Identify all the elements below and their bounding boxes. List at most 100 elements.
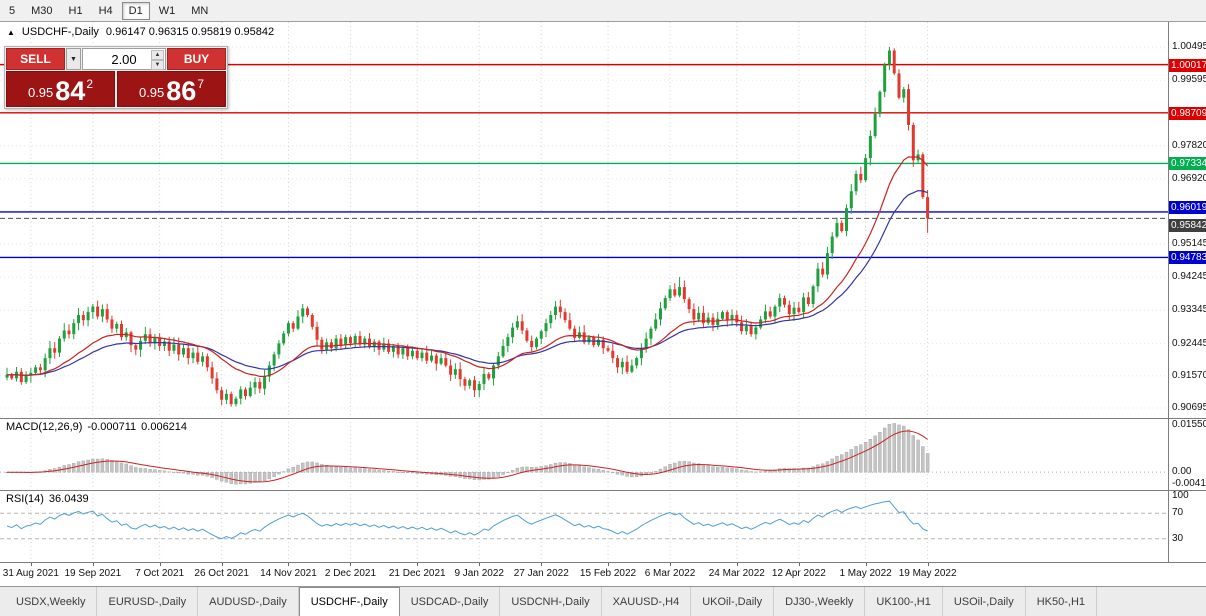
price-tag: 0.97334 xyxy=(1169,157,1206,171)
date-tick xyxy=(608,563,610,566)
date-label: 27 Jan 2022 xyxy=(513,568,569,579)
symbol-name: USDCHF-,Daily xyxy=(21,26,99,38)
date-tick xyxy=(288,563,290,566)
date-label: 31 Aug 2021 xyxy=(2,568,59,579)
price-axis-label: 0.94245 xyxy=(1172,271,1206,283)
buy-button[interactable]: BUY xyxy=(167,48,226,70)
timeframe-button-mn[interactable]: MN xyxy=(184,2,215,20)
date-tick xyxy=(30,563,32,566)
macd-title-text: MACD(12,26,9) xyxy=(6,421,83,433)
symbol-marker-icon[interactable]: ▲ xyxy=(7,27,15,37)
price-tag: 1.00017 xyxy=(1169,58,1206,72)
pane-separator[interactable] xyxy=(0,490,1206,491)
price-axis-label: 1.00495 xyxy=(1172,41,1206,52)
rsi-value: 36.0439 xyxy=(48,493,89,505)
macd-main-value: -0.000711 xyxy=(87,421,137,433)
pane-separator[interactable] xyxy=(0,418,1206,419)
chart-tab-usdcad-daily[interactable]: USDCAD-,Daily xyxy=(400,587,501,616)
date-label: 24 Mar 2022 xyxy=(708,568,765,579)
volume-field[interactable]: 2.00 ▲ ▼ xyxy=(82,48,166,70)
date-label: 15 Feb 2022 xyxy=(579,568,637,579)
price-axis-label: 0.92445 xyxy=(1172,337,1206,349)
buy-price-sup: 7 xyxy=(197,77,205,91)
buy-price-big: 86 xyxy=(166,76,197,106)
chevron-down-icon: ▼ xyxy=(70,55,77,63)
macd-indicator-pane[interactable] xyxy=(0,418,1168,490)
chart-tab-eurusd-daily[interactable]: EURUSD-,Daily xyxy=(97,587,199,616)
date-tick xyxy=(927,563,929,566)
date-label: 12 Apr 2022 xyxy=(771,568,826,579)
chart-tabs-bar: USDX,Weekly EURUSD-,Daily AUDUSD-,Daily USD… xyxy=(0,586,1206,616)
rsi-axis: 100 70 30 xyxy=(1169,490,1206,562)
timeframe-button-w1[interactable]: W1 xyxy=(152,2,183,20)
price-tag: 0.98709 xyxy=(1169,106,1206,120)
spin-down-icon[interactable]: ▼ xyxy=(151,60,164,70)
rsi-axis-label: 30 xyxy=(1172,532,1184,544)
macd-signal-value: 0.006214 xyxy=(141,421,188,433)
volume-stepper[interactable]: ▲ ▼ xyxy=(151,50,164,70)
date-label: 9 Jan 2022 xyxy=(454,568,504,579)
date-label: 26 Oct 2021 xyxy=(194,568,249,579)
date-label: 21 Dec 2021 xyxy=(388,568,446,579)
macd-axis-label: 0.00 xyxy=(1172,466,1192,478)
date-label: 19 May 2022 xyxy=(898,568,957,579)
date-tick xyxy=(479,563,481,566)
chart-tab-usdcnh-daily[interactable]: USDCNH-,Daily xyxy=(500,587,602,616)
rsi-axis-label: 70 xyxy=(1172,507,1184,519)
sell-price-prefix: 0.95 xyxy=(27,85,54,100)
volume-value: 2.00 xyxy=(111,51,137,67)
volume-dropdown-button[interactable]: ▼ xyxy=(66,48,81,70)
price-axis-label: 0.99595 xyxy=(1172,74,1206,86)
date-label: 1 May 2022 xyxy=(839,568,892,579)
date-tick xyxy=(92,563,94,566)
pane-separator xyxy=(0,562,1206,563)
rsi-title-text: RSI(14) xyxy=(6,493,44,505)
chart-tab-usoil-daily[interactable]: USOil-,Daily xyxy=(943,587,1026,616)
chart-tab-audusd-daily[interactable]: AUDUSD-,Daily xyxy=(198,587,299,616)
chart-tab-xauusd-h4[interactable]: XAUUSD-,H4 xyxy=(602,587,692,616)
price-axis-label: 0.91570 xyxy=(1172,369,1206,381)
date-tick xyxy=(541,563,543,566)
date-tick xyxy=(736,563,738,566)
timeframe-button-m30[interactable]: M30 xyxy=(24,2,59,20)
date-label: 19 Sep 2021 xyxy=(64,568,122,579)
one-click-trading-panel: SELL ▼ 2.00 ▲ ▼ BUY 0.95 84 2 0.95 86 7 xyxy=(4,46,228,109)
timeframe-button-5[interactable]: 5 xyxy=(2,2,22,20)
price-chart[interactable] xyxy=(0,22,1168,418)
timeframe-button-h4[interactable]: H4 xyxy=(92,2,120,20)
macd-title: MACD(12,26,9) -0.000711 0.006214 xyxy=(6,421,192,433)
price-tag: 0.96019 xyxy=(1169,200,1206,214)
date-axis: 31 Aug 2021 19 Sep 2021 7 Oct 2021 26 Oct 2… xyxy=(0,562,1206,586)
date-tick xyxy=(798,563,800,566)
price-axis-label: 0.93345 xyxy=(1172,304,1206,316)
timeframe-button-d1[interactable]: D1 xyxy=(121,1,150,20)
chart-tab-ukoil-daily[interactable]: UKOil-,Daily xyxy=(691,587,775,616)
macd-axis-label: 0.015504 xyxy=(1172,419,1206,430)
date-tick xyxy=(865,563,867,566)
date-label: 14 Nov 2021 xyxy=(260,568,317,579)
chart-tab-hk50-h1[interactable]: HK50-,H1 xyxy=(1026,587,1098,616)
rsi-indicator-pane[interactable] xyxy=(0,490,1168,562)
sell-button[interactable]: SELL xyxy=(6,48,65,70)
price-axis-label: 0.90695 xyxy=(1172,402,1206,414)
macd-axis: 0.015504 0.00-0.004118 xyxy=(1169,418,1206,490)
rsi-axis-label: 100 xyxy=(1172,490,1189,501)
spin-up-icon[interactable]: ▲ xyxy=(151,50,164,60)
date-label: 6 Mar 2022 xyxy=(644,568,696,579)
price-tag: 0.95842 xyxy=(1169,219,1206,233)
sell-price-display[interactable]: 0.95 84 2 xyxy=(6,71,115,107)
date-tick xyxy=(417,563,419,566)
date-tick xyxy=(221,563,223,566)
buy-price-display[interactable]: 0.95 86 7 xyxy=(117,71,226,107)
chart-tab-usdchf-daily[interactable]: USDCHF-,Daily xyxy=(298,587,400,616)
timeframe-button-h1[interactable]: H1 xyxy=(62,2,90,20)
chart-tab-dj30-weekly[interactable]: DJ30-,Weekly xyxy=(774,587,866,616)
chart-tab-uk100-h1[interactable]: UK100-,H1 xyxy=(865,587,943,616)
axis-separator xyxy=(1168,22,1169,562)
price-axis: 1.00495 0.99595 0.97820 0.96920 0.95145 0.942… xyxy=(1169,22,1206,418)
chart-tab-usdx-weekly[interactable]: USDX,Weekly xyxy=(5,587,98,616)
price-tag: 0.94783 xyxy=(1169,251,1206,265)
rsi-title: RSI(14) 36.0439 xyxy=(6,493,94,505)
date-tick xyxy=(159,563,161,566)
price-axis-label: 0.97820 xyxy=(1172,139,1206,151)
